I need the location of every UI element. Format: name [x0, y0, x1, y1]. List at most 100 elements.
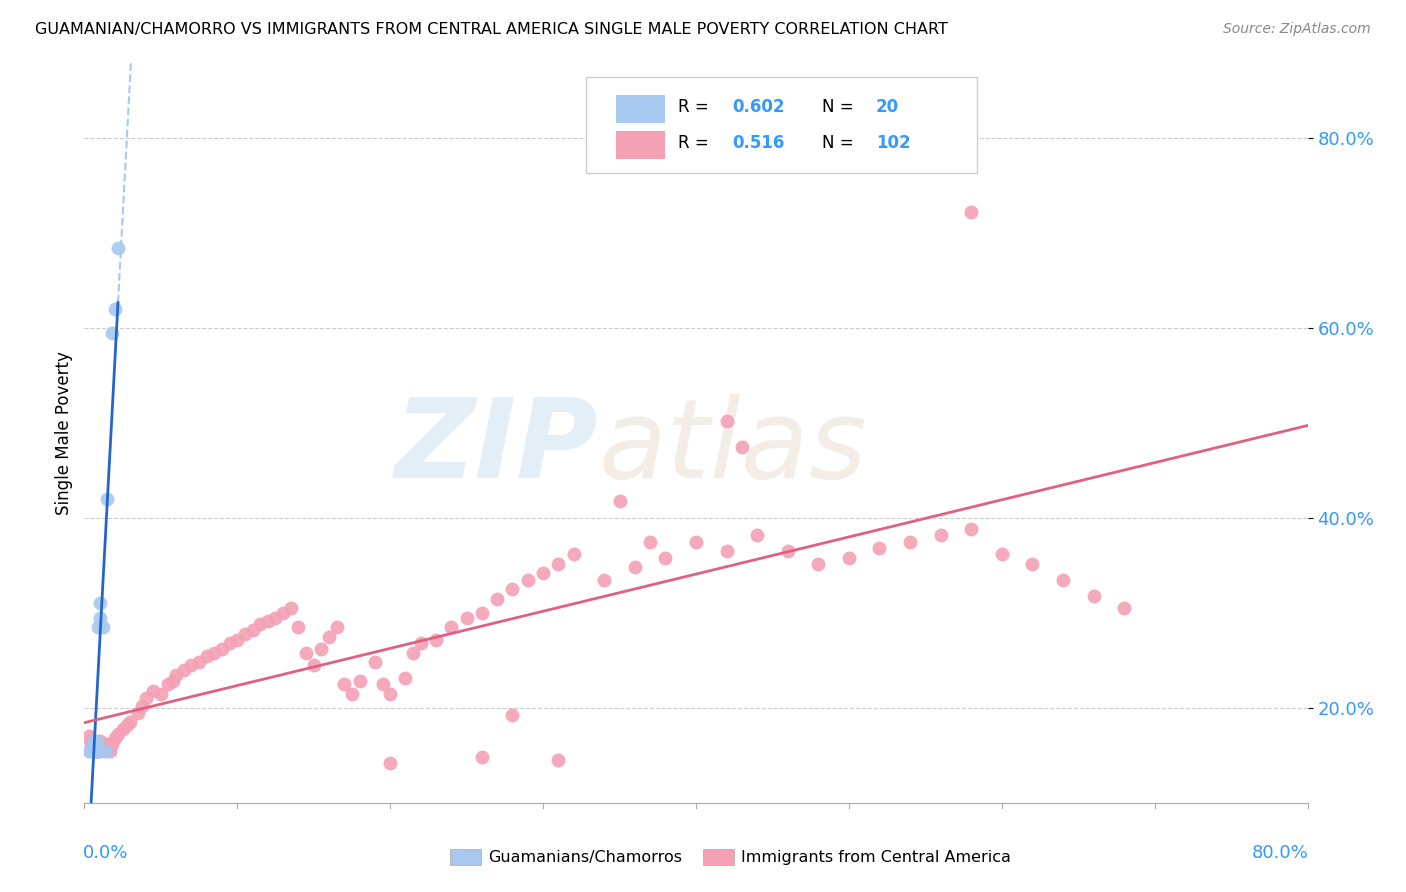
Point	[80, 739, 103, 753]
Point	[929, 528, 952, 542]
Point	[547, 557, 569, 571]
Point	[456, 611, 478, 625]
Point	[716, 414, 738, 428]
Point	[1083, 589, 1105, 603]
Point	[80, 743, 103, 757]
Point	[104, 302, 127, 317]
Point	[165, 667, 187, 681]
Point	[593, 573, 616, 587]
Point	[94, 743, 117, 757]
Point	[79, 743, 101, 757]
Point	[83, 734, 105, 748]
Point	[960, 205, 983, 219]
Point	[131, 698, 153, 713]
Point	[115, 718, 138, 732]
Point	[257, 614, 280, 628]
Point	[471, 750, 494, 764]
Point	[98, 743, 121, 757]
Point	[86, 743, 108, 757]
Point	[218, 636, 240, 650]
Text: Immigrants from Central America: Immigrants from Central America	[741, 850, 1011, 864]
Point	[638, 534, 661, 549]
Point	[371, 677, 394, 691]
Point	[716, 544, 738, 558]
Text: Guamanians/Chamorros: Guamanians/Chamorros	[488, 850, 682, 864]
Point	[97, 740, 120, 755]
Point	[89, 597, 111, 611]
Point	[83, 743, 105, 757]
Point	[86, 740, 108, 755]
Point	[79, 734, 101, 748]
Point	[87, 620, 110, 634]
Text: 0.516: 0.516	[733, 134, 785, 152]
Point	[271, 606, 294, 620]
Point	[233, 627, 256, 641]
Text: 0.602: 0.602	[733, 98, 785, 117]
Point	[685, 534, 707, 549]
Point	[325, 620, 347, 634]
Point	[94, 743, 117, 757]
Point	[87, 739, 110, 753]
Point	[747, 528, 769, 542]
Point	[531, 566, 554, 580]
Point	[1052, 573, 1074, 587]
Point	[311, 642, 333, 657]
Text: Source: ZipAtlas.com: Source: ZipAtlas.com	[1223, 22, 1371, 37]
Text: GUAMANIAN/CHAMORRO VS IMMIGRANTS FROM CENTRAL AMERICA SINGLE MALE POVERTY CORREL: GUAMANIAN/CHAMORRO VS IMMIGRANTS FROM CE…	[35, 22, 948, 37]
Text: R =: R =	[678, 98, 714, 117]
Point	[86, 740, 108, 755]
Point	[425, 632, 447, 647]
Point	[89, 611, 111, 625]
Point	[409, 636, 432, 650]
Point	[364, 656, 387, 670]
Point	[502, 582, 524, 597]
Point	[776, 544, 799, 558]
Point	[547, 753, 569, 767]
Point	[249, 617, 271, 632]
Point	[91, 620, 114, 634]
Point	[127, 706, 149, 720]
Point	[838, 550, 860, 565]
Point	[624, 560, 647, 574]
Point	[1021, 557, 1043, 571]
Point	[80, 739, 103, 753]
Point	[562, 547, 585, 561]
Text: 80.0%: 80.0%	[1253, 844, 1309, 862]
Point	[349, 674, 371, 689]
Y-axis label: Single Male Poverty: Single Male Poverty	[55, 351, 73, 515]
Point	[898, 534, 921, 549]
Bar	[616, 95, 665, 123]
Point	[89, 734, 111, 748]
Point	[440, 620, 463, 634]
Bar	[616, 130, 665, 159]
Point	[609, 494, 631, 508]
Point	[295, 646, 318, 660]
Point	[333, 677, 356, 691]
Point	[211, 642, 233, 657]
Point	[242, 623, 264, 637]
Point	[135, 691, 157, 706]
Point	[340, 687, 363, 701]
Point	[87, 743, 110, 757]
Text: 20: 20	[876, 98, 898, 117]
Point	[226, 632, 249, 647]
Point	[502, 708, 524, 723]
Text: atlas: atlas	[598, 394, 866, 501]
Text: N =: N =	[823, 134, 859, 152]
Text: R =: R =	[678, 134, 714, 152]
Point	[83, 740, 105, 755]
Point	[869, 541, 891, 556]
FancyBboxPatch shape	[586, 78, 977, 173]
Point	[471, 606, 494, 620]
Point	[96, 491, 118, 506]
Point	[86, 743, 108, 757]
Point	[84, 739, 107, 753]
Point	[264, 611, 287, 625]
Point	[394, 671, 416, 685]
Point	[101, 737, 124, 751]
Point	[149, 687, 172, 701]
Point	[202, 646, 225, 660]
Point	[120, 715, 142, 730]
Text: ZIP: ZIP	[395, 394, 598, 501]
Point	[486, 591, 509, 606]
